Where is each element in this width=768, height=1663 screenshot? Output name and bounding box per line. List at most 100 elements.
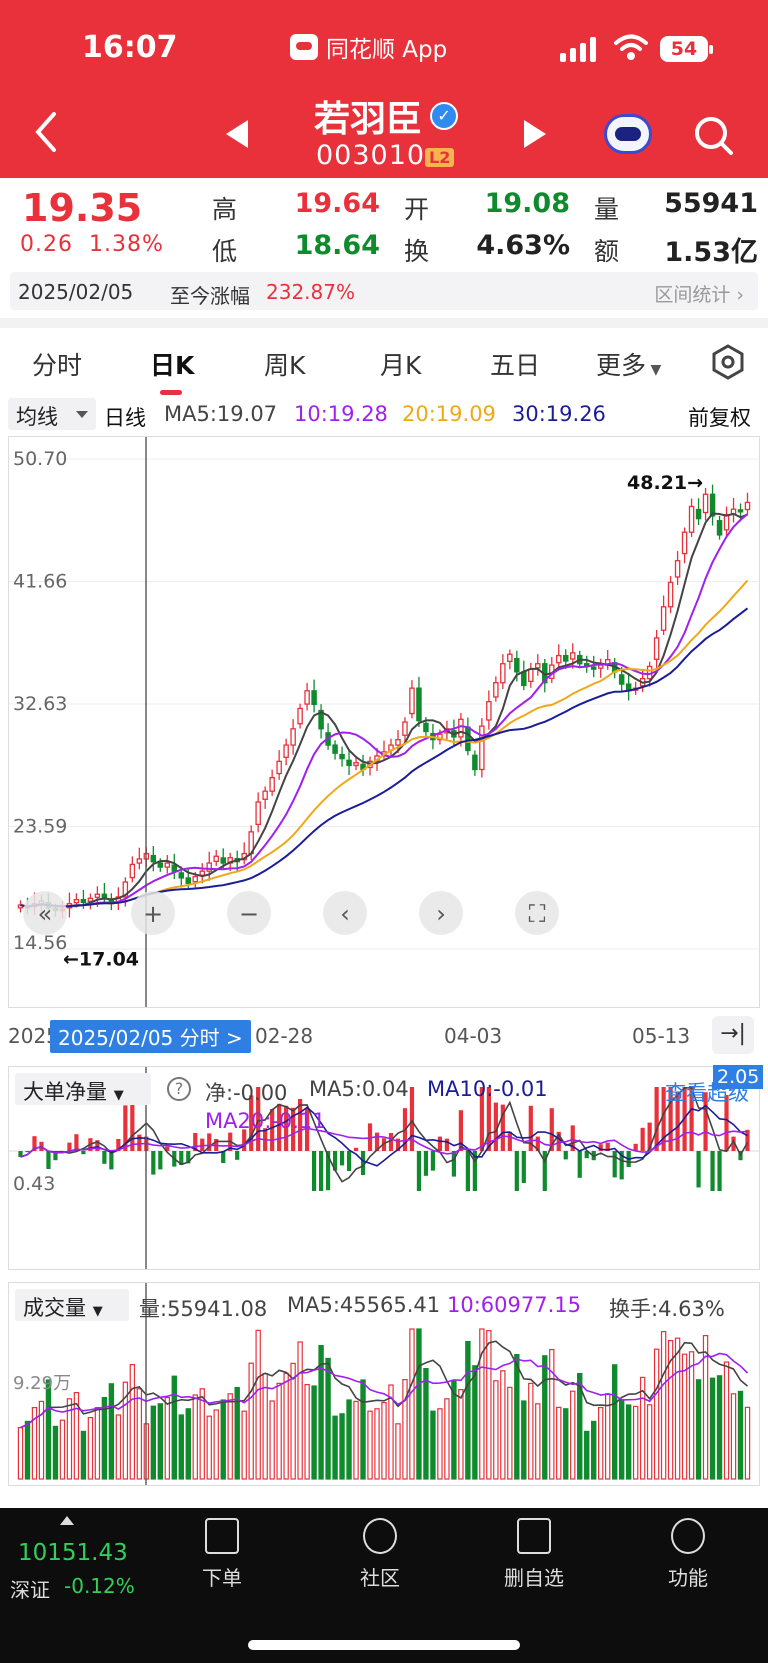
- flow-bar: [535, 1136, 540, 1151]
- range-value: 232.87%: [266, 280, 355, 304]
- tab-more[interactable]: 更多 ▼: [596, 351, 662, 380]
- vol-turnover: 换手:4.63%: [609, 1297, 725, 1321]
- next-candle-icon[interactable]: [419, 891, 463, 935]
- flow-bar: [179, 1151, 184, 1165]
- volume-bar: [346, 1399, 352, 1480]
- search-icon[interactable]: [692, 114, 734, 156]
- candle: [458, 718, 464, 738]
- candle: [220, 857, 226, 864]
- crosshair-value-badge: 2.05: [713, 1065, 764, 1089]
- volume-bar: [570, 1390, 576, 1480]
- prev-candle-icon[interactable]: [323, 891, 367, 935]
- volume-bar: [290, 1362, 296, 1480]
- range-stats-link[interactable]: 区间统计 ›: [654, 284, 744, 306]
- tab-daily-k[interactable]: 日K: [150, 351, 195, 380]
- volume-bar: [486, 1329, 492, 1480]
- order-button[interactable]: 下单: [172, 1518, 272, 1591]
- help-icon[interactable]: ?: [167, 1077, 191, 1101]
- candle: [94, 893, 101, 898]
- vol-ma5: MA5:45565.41: [287, 1293, 441, 1317]
- candle: [486, 701, 492, 721]
- candle: [339, 753, 345, 760]
- volume-bar: [604, 1393, 611, 1480]
- price-tick: 50.70: [13, 448, 67, 470]
- tab-intraday[interactable]: 分时: [32, 351, 83, 380]
- index-value[interactable]: 10151.43: [18, 1540, 128, 1566]
- fullscreen-icon[interactable]: [515, 891, 559, 935]
- chart-settings-icon[interactable]: [710, 344, 746, 380]
- date-tick: 05-13: [632, 1024, 691, 1048]
- volume-select[interactable]: 成交量 ▼: [15, 1289, 129, 1321]
- vol-ma5-line: [20, 1340, 749, 1429]
- next-candle-icon-glyph: ›: [436, 900, 446, 928]
- range-bar[interactable]: 2025/02/05 至今涨幅 232.87% 区间统计 ›: [10, 272, 758, 310]
- candle: [744, 501, 751, 511]
- volume-bar: [38, 1400, 45, 1480]
- volume-bar: [625, 1404, 632, 1480]
- candle: [409, 687, 415, 715]
- adjust-mode[interactable]: 前复权: [688, 406, 751, 430]
- flow-panel[interactable]: 大单净量 ▼ ? 净:-0.00 MA5:0.04 MA10:-0.01 MA2…: [8, 1065, 764, 1270]
- remove-watchlist-button[interactable]: 删自选: [484, 1518, 584, 1591]
- flow-ytick: 0.43: [13, 1173, 56, 1195]
- candle: [521, 671, 527, 687]
- volume-bar: [500, 1370, 506, 1480]
- functions-button[interactable]: 功能: [638, 1518, 738, 1591]
- volume-bar: [367, 1410, 373, 1480]
- next-stock-icon[interactable]: [524, 120, 546, 148]
- stock-code: 003010: [316, 140, 426, 171]
- flow-bar: [633, 1143, 638, 1151]
- volume-bar: [584, 1430, 590, 1480]
- active-tab-underline: [160, 390, 182, 395]
- flow-bar: [605, 1142, 610, 1151]
- community-button[interactable]: 社区: [330, 1518, 430, 1591]
- tab-five-day[interactable]: 五日: [490, 351, 541, 380]
- flow-ma10-line: [20, 1104, 748, 1167]
- jump-latest-icon[interactable]: →|: [712, 1016, 754, 1054]
- indicator-select[interactable]: 均线: [8, 398, 96, 430]
- volume-bar: [549, 1348, 555, 1480]
- volume-panel[interactable]: 成交量 ▼ 量:55941.08 MA5:45565.41 10:60977.1…: [8, 1282, 760, 1486]
- flow-bar: [102, 1151, 107, 1164]
- expand-up-icon[interactable]: [60, 1516, 74, 1525]
- volume-bar: [737, 1390, 744, 1480]
- volume-bar: [136, 1388, 143, 1480]
- assistant-robot-icon[interactable]: [604, 114, 652, 154]
- back-icon[interactable]: [30, 108, 60, 156]
- flow-ma5-line: [20, 1087, 749, 1183]
- volume-bar: [24, 1420, 31, 1480]
- flow-bar: [18, 1151, 23, 1157]
- flow-select[interactable]: 大单净量 ▼: [15, 1073, 151, 1105]
- flow-bar: [381, 1138, 387, 1151]
- zoom-out-icon[interactable]: [227, 891, 271, 935]
- cursor-date-badge[interactable]: 2025/02/05 分时 >: [50, 1020, 251, 1053]
- max-price-label: 48.21→: [627, 472, 703, 494]
- flow-bar: [332, 1151, 338, 1171]
- tab-monthly-k[interactable]: 月K: [380, 351, 422, 380]
- zoom-in-icon[interactable]: [131, 891, 175, 935]
- volume-bar: [206, 1415, 212, 1480]
- flow-bar: [710, 1151, 715, 1191]
- flow-bar: [311, 1151, 317, 1191]
- candle: [556, 654, 562, 664]
- kline-chart[interactable]: 50.70 41.66 32.63 23.59 14.56 48.21→ ←17.04 « + −…: [9, 437, 759, 1007]
- volume-bar: [339, 1413, 345, 1480]
- volume-bar: [52, 1425, 59, 1480]
- kline-panel[interactable]: 50.70 41.66 32.63 23.59 14.56 48.21→ ←17.04 « + −…: [8, 436, 760, 1008]
- open-label: 开: [404, 195, 430, 224]
- high-value: 19.64: [294, 188, 380, 219]
- fullscreen-icon-glyph: ⛶: [528, 900, 546, 928]
- stock-name: 若羽臣: [314, 99, 423, 140]
- volume-bar: [577, 1372, 583, 1480]
- range-label: 至今涨幅: [170, 284, 250, 308]
- volume-bar: [535, 1403, 541, 1480]
- scroll-left-icon[interactable]: [23, 891, 67, 935]
- volume-bar: [563, 1408, 569, 1480]
- flow-bar: [67, 1142, 72, 1151]
- tab-weekly-k[interactable]: 周K: [264, 351, 306, 380]
- level-badge[interactable]: L2: [425, 148, 455, 167]
- candle: [150, 854, 157, 863]
- volume-bar: [695, 1379, 702, 1480]
- prev-stock-icon[interactable]: [226, 120, 248, 148]
- price-tick: 32.63: [13, 693, 67, 715]
